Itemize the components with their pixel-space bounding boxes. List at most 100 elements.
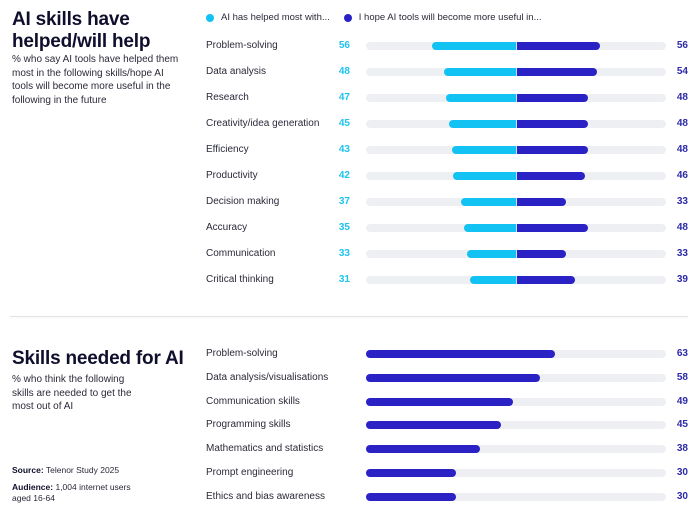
value-label-helped: 42 xyxy=(338,170,350,181)
bar-needed xyxy=(366,373,540,382)
value-label: 30 xyxy=(676,467,688,478)
bar-helped xyxy=(453,172,516,180)
bar-helped xyxy=(466,250,516,258)
bar-hope xyxy=(516,120,588,128)
bar-hope xyxy=(516,172,585,180)
legend-dot-helped-icon xyxy=(206,13,214,22)
bar-track xyxy=(366,492,666,501)
category-label: Critical thinking xyxy=(206,274,274,285)
audience-note: Audience: 1,004 internet users aged 16-6… xyxy=(12,482,132,504)
value-label-helped: 31 xyxy=(338,274,350,285)
value-label-helped: 45 xyxy=(338,118,350,129)
section-divider xyxy=(10,316,688,317)
bar-track xyxy=(366,224,666,232)
value-label: 45 xyxy=(676,419,688,431)
value-label-hope: 48 xyxy=(676,92,688,103)
value-label-helped: 47 xyxy=(338,92,350,103)
bar-helped xyxy=(432,42,516,50)
bar-needed xyxy=(366,445,480,454)
chart2-row: Data analysis/visualisations 58 xyxy=(206,371,696,385)
chart1-row: Decision making 37 33 xyxy=(206,195,696,209)
bar-hope xyxy=(516,198,566,206)
bar-helped xyxy=(445,94,516,102)
value-label: 58 xyxy=(676,371,688,383)
value-label-hope: 54 xyxy=(676,66,688,77)
chart1-row: Data analysis 48 54 xyxy=(206,65,696,79)
bar-hope xyxy=(516,224,588,232)
bar-helped xyxy=(444,68,516,76)
category-label: Data analysis xyxy=(206,66,267,77)
value-label-helped: 48 xyxy=(338,66,350,77)
value-label-hope: 39 xyxy=(676,274,688,285)
chart2-row: Prompt engineering 30 xyxy=(206,466,696,480)
value-label-hope: 48 xyxy=(676,144,688,155)
bar-track xyxy=(366,350,666,358)
category-label: Communication xyxy=(206,248,276,259)
value-label-hope: 48 xyxy=(676,222,688,233)
value-label-hope: 33 xyxy=(676,196,688,207)
bar-needed xyxy=(366,397,513,406)
bar-needed xyxy=(366,421,501,430)
bar-needed xyxy=(366,469,456,477)
value-label-helped: 35 xyxy=(338,222,350,233)
legend-label-helped: AI has helped most with... xyxy=(221,12,330,23)
category-label: Research xyxy=(206,92,249,103)
bar-helped xyxy=(469,276,516,284)
chart2-row: Mathematics and statistics 38 xyxy=(206,442,696,456)
bar-track xyxy=(366,146,666,154)
bar-needed xyxy=(366,492,456,501)
legend-item-helped: AI has helped most with... xyxy=(206,12,330,23)
bar-track xyxy=(366,421,666,430)
section-title-helped: AI skills have helped/will help xyxy=(12,9,151,52)
value-label: 38 xyxy=(676,443,688,455)
category-label: Problem-solving xyxy=(206,348,278,359)
bar-track xyxy=(366,397,666,406)
bar-track xyxy=(366,469,666,477)
value-label-helped: 33 xyxy=(338,248,350,259)
chart2-row: Communication skills 49 xyxy=(206,395,696,409)
value-label-hope: 33 xyxy=(676,248,688,259)
chart1-row: Critical thinking 31 39 xyxy=(206,273,696,287)
category-label: Ethics and bias awareness xyxy=(206,490,325,502)
value-label-hope: 46 xyxy=(676,170,688,181)
chart2-row: Ethics and bias awareness 30 xyxy=(206,490,696,504)
bar-hope xyxy=(516,250,566,258)
audience-value: 1,004 internet users aged 16-64 xyxy=(12,482,131,503)
bar-track xyxy=(366,42,666,50)
chart1-row: Research 47 48 xyxy=(206,91,696,105)
legend-label-hope: I hope AI tools will become more useful … xyxy=(358,12,542,23)
category-label: Data analysis/visualisations xyxy=(206,371,329,383)
category-label: Problem-solving xyxy=(206,40,278,51)
chart2-row: Problem-solving 63 xyxy=(206,347,696,361)
section-subtitle-needed: % who think the following skills are nee… xyxy=(12,374,132,412)
legend-item-hope: I hope AI tools will become more useful … xyxy=(343,12,542,23)
bar-hope xyxy=(516,94,588,102)
bar-helped xyxy=(463,224,516,232)
value-label: 30 xyxy=(676,490,688,502)
chart1-row: Accuracy 35 48 xyxy=(206,221,696,235)
category-label: Productivity xyxy=(206,170,258,181)
bar-helped xyxy=(460,198,516,206)
bar-hope xyxy=(516,68,597,76)
chart1-row: Problem-solving 56 56 xyxy=(206,39,696,53)
value-label: 63 xyxy=(676,348,688,359)
section-title-needed: Skills needed for AI xyxy=(12,348,184,369)
bar-track xyxy=(366,120,666,128)
bar-needed xyxy=(366,350,555,358)
bar-helped xyxy=(448,120,516,128)
bar-hope xyxy=(516,276,575,284)
category-label: Programming skills xyxy=(206,419,291,431)
source-label: Source: xyxy=(12,465,44,475)
source-note: Source: Telenor Study 2025 xyxy=(12,465,119,476)
value-label: 49 xyxy=(676,395,688,407)
bar-hope xyxy=(516,146,588,154)
bar-track xyxy=(366,373,666,382)
audience-label: Audience: xyxy=(12,482,54,492)
category-label: Decision making xyxy=(206,196,280,207)
value-label-helped: 43 xyxy=(338,144,350,155)
bar-track xyxy=(366,445,666,454)
bar-track xyxy=(366,250,666,258)
value-label-hope: 56 xyxy=(676,40,688,51)
bar-track xyxy=(366,68,666,76)
category-label: Efficiency xyxy=(206,144,249,155)
